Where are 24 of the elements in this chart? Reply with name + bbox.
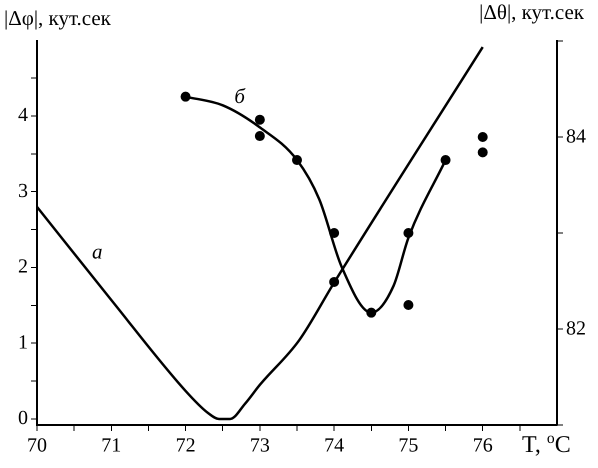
y-tick-label: 3	[18, 180, 28, 202]
point	[478, 132, 488, 142]
y-tick-label: 0	[18, 407, 28, 430]
series-label: а	[92, 240, 103, 264]
point	[403, 300, 414, 310]
y2-tick-label: 84	[566, 125, 586, 148]
x-axis-title: T, $^{o}$C	[522, 430, 571, 459]
point	[478, 147, 488, 158]
point	[254, 131, 265, 142]
point	[254, 114, 265, 125]
x-tick-label: 71	[101, 434, 122, 456]
y2-tick-label: 82	[566, 317, 586, 340]
x-tick-label: 75	[398, 434, 418, 456]
y-tick-label: 1	[18, 331, 28, 354]
y-tick-label: 2	[18, 256, 28, 278]
series-label: б	[234, 84, 246, 108]
y2-axis-title: |Δθ|, кут.сек	[479, 0, 584, 25]
y-tick-label: 4	[18, 104, 28, 126]
x-tick-label: 72	[176, 434, 196, 456]
x-tick-label: 73	[250, 434, 270, 456]
y-axis-title: |Δφ|, кут.сек	[4, 6, 111, 31]
x-tick-label: 74	[324, 434, 344, 456]
x-tick-label: 70	[27, 434, 47, 456]
x-tick-label: 76	[472, 434, 493, 456]
